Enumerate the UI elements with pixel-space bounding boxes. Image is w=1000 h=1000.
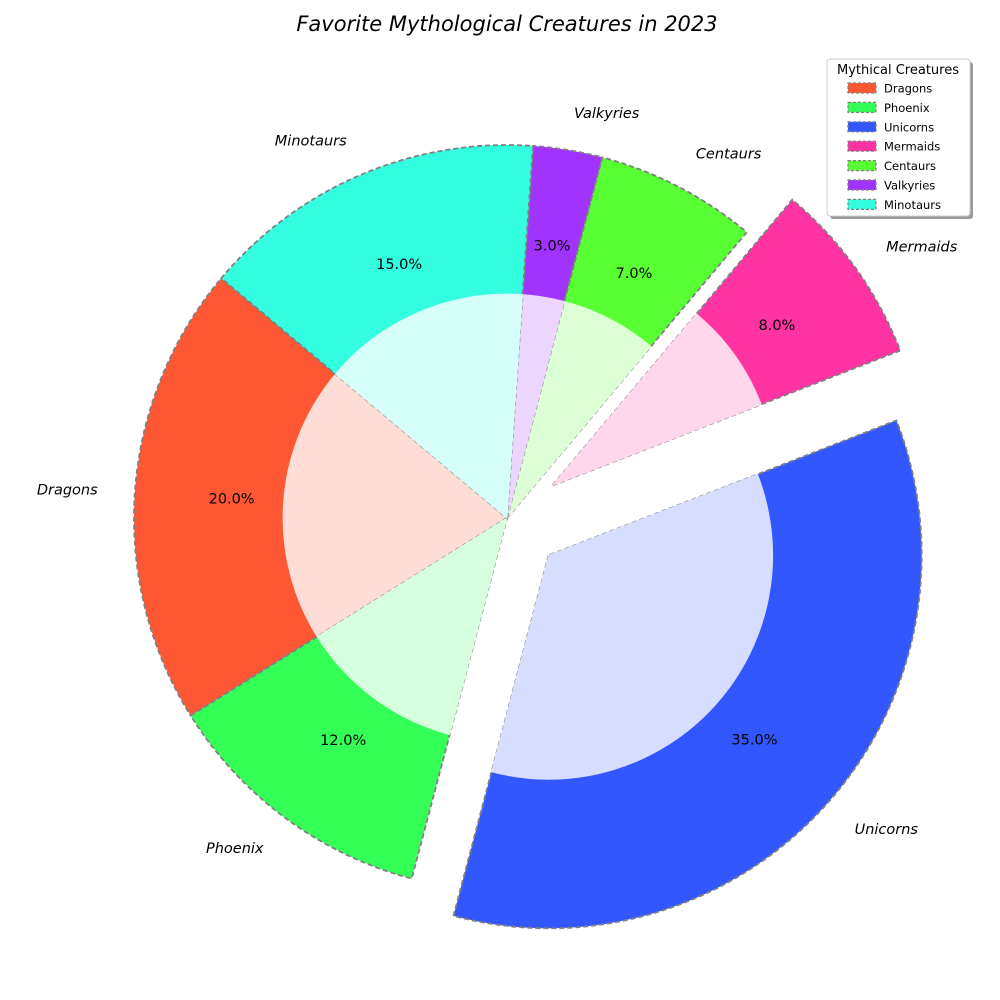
percent-label-centaurs: 7.0% (616, 266, 653, 282)
slice-inner-unicorns (491, 473, 774, 780)
percent-label-unicorns: 35.0% (731, 732, 777, 748)
percent-label-phoenix: 12.0% (320, 733, 366, 749)
legend-label-mermaids: Mermaids (884, 140, 940, 154)
chart-title: Favorite Mythological Creatures in 2023 (296, 12, 717, 36)
legend-items: Dragons Phoenix Unicorns Mermaids Centaurs Va… (847, 82, 941, 212)
pie-labels: Dragons 20.0% Phoenix 12.0% Unicorns 35.0% Mer… (37, 106, 958, 857)
percent-label-mermaids: 8.0% (759, 318, 796, 334)
slice-inner-minotaurs (334, 293, 524, 519)
legend-label-dragons: Dragons (884, 82, 932, 96)
percent-label-dragons: 20.0% (209, 492, 255, 508)
legend: Mythical Creatures Dragons Phoenix Unicorn… (826, 58, 973, 219)
legend-swatch-phoenix (847, 101, 877, 114)
pie-slices (133, 144, 923, 930)
legend-label-phoenix: Phoenix (884, 101, 930, 115)
category-label-dragons: Dragons (37, 482, 98, 498)
slice-inner-dragons (282, 373, 508, 638)
category-label-centaurs: Centaurs (696, 147, 762, 163)
percent-label-valkyries: 3.0% (534, 239, 571, 255)
legend-box (826, 58, 971, 217)
legend-swatch-dragons (847, 82, 877, 94)
category-label-minotaurs: Minotaurs (275, 133, 347, 149)
legend-swatch-minotaurs (847, 198, 877, 210)
percent-label-minotaurs: 15.0% (376, 257, 422, 273)
category-label-valkyries: Valkyries (574, 106, 640, 122)
category-label-mermaids: Mermaids (886, 240, 958, 256)
legend-title: Mythical Creatures (837, 63, 959, 78)
category-label-phoenix: Phoenix (206, 841, 264, 857)
legend-swatch-mermaids (847, 140, 877, 152)
legend-label-minotaurs: Minotaurs (884, 198, 941, 212)
category-label-unicorns: Unicorns (855, 822, 919, 838)
legend-label-valkyries: Valkyries (884, 179, 935, 193)
legend-label-centaurs: Centaurs (884, 159, 936, 173)
legend-swatch-centaurs (847, 160, 877, 172)
slice-inner-phoenix (316, 517, 508, 736)
legend-label-unicorns: Unicorns (884, 120, 934, 134)
slice-inner-mermaids (552, 313, 762, 486)
legend-swatch-unicorns (847, 121, 877, 133)
legend-swatch-valkyries (847, 179, 877, 191)
